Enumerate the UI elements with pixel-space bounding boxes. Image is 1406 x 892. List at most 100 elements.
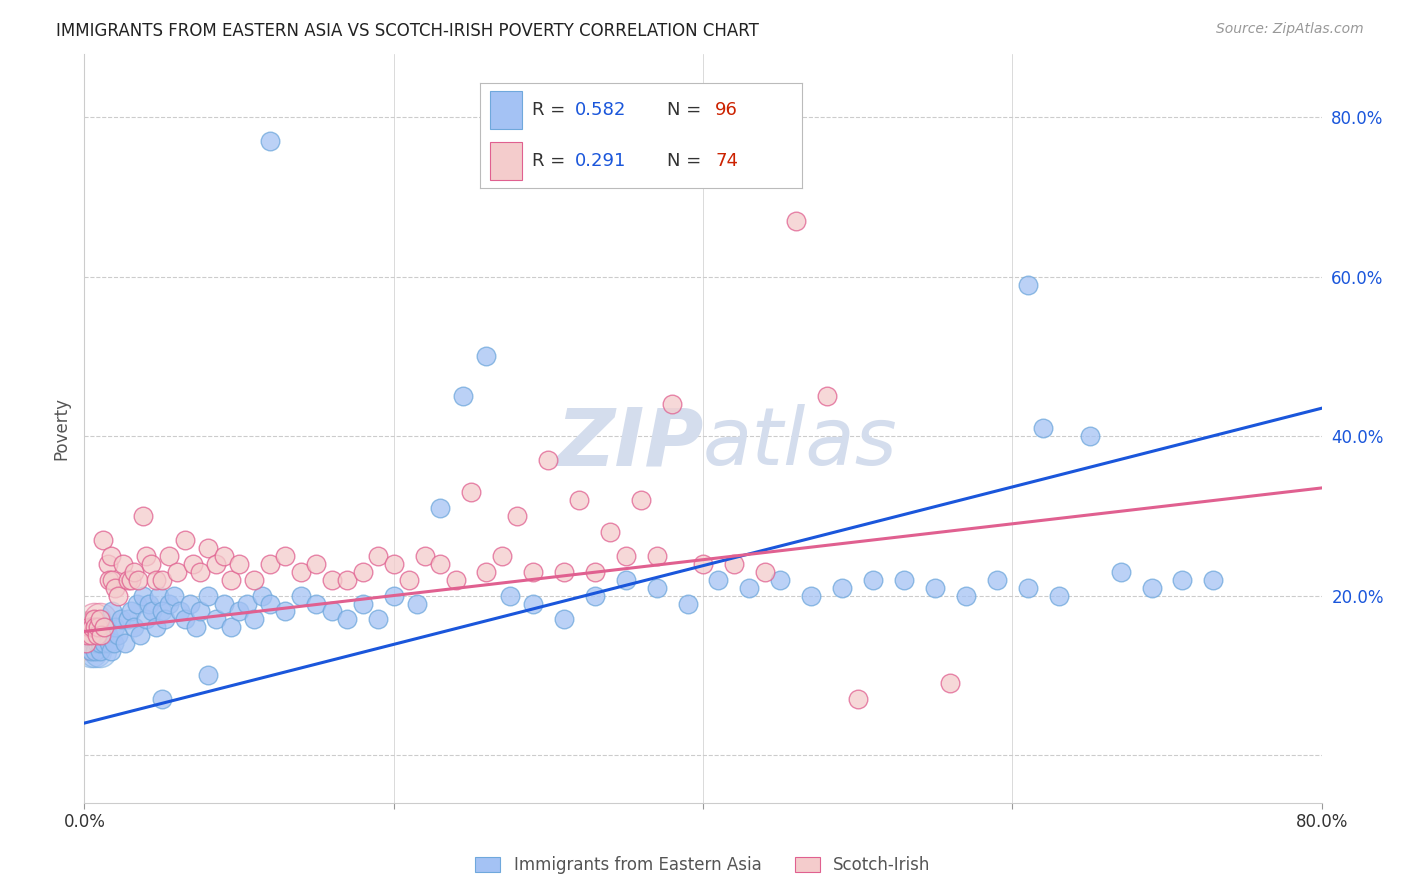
Point xyxy=(1032,421,1054,435)
Point xyxy=(583,589,606,603)
Point xyxy=(82,620,104,634)
Point xyxy=(444,573,467,587)
Point xyxy=(352,565,374,579)
Point xyxy=(96,557,118,571)
Point xyxy=(568,492,591,507)
Point xyxy=(89,644,111,658)
Point xyxy=(499,589,522,603)
Point xyxy=(599,524,621,539)
Point xyxy=(87,628,110,642)
Point xyxy=(87,620,110,634)
Point xyxy=(453,389,475,403)
Point xyxy=(159,597,180,611)
Point xyxy=(101,573,124,587)
Point xyxy=(522,597,544,611)
Y-axis label: Poverty: Poverty xyxy=(52,397,70,459)
Point xyxy=(939,676,962,690)
Point xyxy=(83,636,105,650)
Point xyxy=(197,541,219,555)
Point xyxy=(645,549,668,563)
Point xyxy=(110,612,132,626)
Point xyxy=(1047,589,1070,603)
Point xyxy=(429,500,451,515)
Point xyxy=(475,350,498,364)
Point xyxy=(259,557,281,571)
Point xyxy=(1017,277,1039,292)
Point xyxy=(86,628,108,642)
Point xyxy=(89,644,111,658)
Point xyxy=(1078,429,1101,443)
Point xyxy=(815,389,838,403)
Point xyxy=(84,644,107,658)
Point xyxy=(382,557,405,571)
Point xyxy=(90,628,112,642)
Point xyxy=(583,565,606,579)
Point xyxy=(212,549,235,563)
Point xyxy=(135,549,157,563)
Point xyxy=(77,636,100,650)
Point xyxy=(153,612,176,626)
Point xyxy=(125,597,148,611)
Point xyxy=(274,549,297,563)
Point xyxy=(862,573,884,587)
Point xyxy=(83,612,105,626)
Point xyxy=(79,628,101,642)
Point xyxy=(89,612,111,626)
Point xyxy=(91,628,114,642)
Point xyxy=(290,565,312,579)
Point xyxy=(87,628,110,642)
Point xyxy=(321,605,343,619)
Point xyxy=(553,612,575,626)
Point xyxy=(553,565,575,579)
Point xyxy=(228,557,250,571)
Point xyxy=(321,573,343,587)
Point xyxy=(83,636,105,650)
Point xyxy=(174,612,197,626)
Point xyxy=(274,605,297,619)
Point xyxy=(91,533,114,547)
Point xyxy=(475,565,498,579)
Point xyxy=(89,612,111,626)
Point xyxy=(82,620,104,634)
Point xyxy=(159,549,180,563)
Point xyxy=(100,549,122,563)
Point xyxy=(76,628,98,642)
Point xyxy=(79,628,101,642)
Point xyxy=(1109,565,1132,579)
Point xyxy=(174,533,197,547)
Point xyxy=(87,620,110,634)
Point xyxy=(86,636,108,650)
Point xyxy=(305,557,328,571)
Point xyxy=(924,581,946,595)
Text: IMMIGRANTS FROM EASTERN ASIA VS SCOTCH-IRISH POVERTY CORRELATION CHART: IMMIGRANTS FROM EASTERN ASIA VS SCOTCH-I… xyxy=(56,22,759,40)
Point xyxy=(163,589,186,603)
Point xyxy=(352,597,374,611)
Point xyxy=(986,573,1008,587)
Point xyxy=(132,508,155,523)
Point xyxy=(86,620,108,634)
Point xyxy=(1017,581,1039,595)
Point xyxy=(290,589,312,603)
Point xyxy=(179,597,201,611)
Point xyxy=(429,557,451,571)
Point xyxy=(630,492,652,507)
Point xyxy=(114,636,136,650)
Point xyxy=(184,620,207,634)
Point xyxy=(101,605,124,619)
Point xyxy=(305,597,328,611)
Point xyxy=(120,573,142,587)
Point xyxy=(250,589,273,603)
Point xyxy=(188,605,211,619)
Point xyxy=(219,620,242,634)
Point xyxy=(117,612,139,626)
Point xyxy=(100,644,122,658)
Point xyxy=(831,581,853,595)
Point xyxy=(1171,573,1194,587)
Point xyxy=(86,628,108,642)
Point xyxy=(614,549,637,563)
Point xyxy=(243,573,266,587)
Point xyxy=(104,581,127,595)
Point xyxy=(259,134,281,148)
Point xyxy=(117,573,139,587)
Point xyxy=(86,620,108,634)
